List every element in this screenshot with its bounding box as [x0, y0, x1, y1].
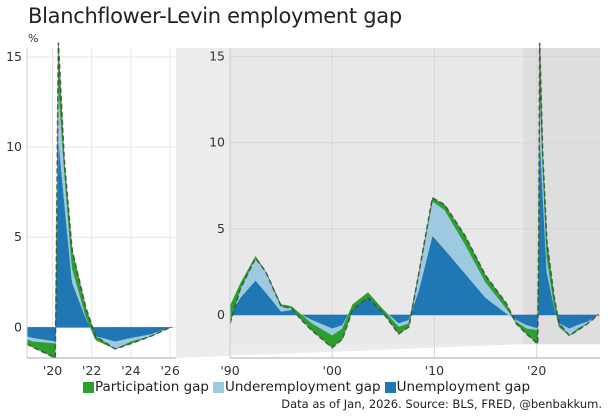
zoom-x-tick-label: '26 [160, 363, 179, 378]
full-y-tick-label: 15 [209, 49, 225, 64]
full-x-tick-label: '00 [323, 363, 342, 378]
zoom-y-tick-label: 5 [14, 229, 22, 244]
legend-label: Participation gap [95, 379, 209, 395]
zoom-x-tick-label: '24 [121, 363, 140, 378]
full-panel: 0 5 10 15 '90 '00 '10 '20 [209, 42, 600, 378]
highlight-region [523, 48, 600, 345]
full-x-tick-label: '90 [220, 363, 239, 378]
full-x-tick-label: '20 [527, 363, 546, 378]
legend-item-unemployment: Unemployment gap [384, 379, 531, 395]
source-footnote: Data as of Jan, 2026. Source: BLS, FRED,… [281, 397, 602, 411]
legend-swatch [83, 381, 94, 393]
zoom-x-tick-label: '20 [43, 363, 62, 378]
y-axis-unit: % [28, 32, 39, 45]
legend: Participation gap Underemployment gap Un… [83, 379, 530, 395]
zoom-y-tick-label: 0 [14, 319, 22, 334]
chart-title: Blanchflower-Levin employment gap [28, 4, 402, 28]
full-y-tick-label: 0 [217, 307, 225, 322]
zoom-y-tick-label: 10 [6, 139, 22, 154]
full-y-tick-label: 10 [209, 135, 225, 150]
legend-swatch [384, 381, 396, 393]
zoom-y-tick-label: 15 [6, 49, 22, 64]
legend-label: Underemployment gap [224, 379, 381, 395]
zoom-panel-background [27, 48, 176, 358]
full-x-tick-label: '10 [425, 363, 444, 378]
full-total-gap-line [229, 42, 599, 349]
zoom-total-gap-line [26, 42, 173, 360]
zoom-x-tick-label: '22 [82, 363, 101, 378]
full-y-tick-label: 5 [217, 221, 225, 236]
legend-item-underemployment: Underemployment gap [212, 379, 381, 395]
legend-label: Unemployment gap [396, 379, 531, 395]
legend-swatch [212, 381, 224, 393]
zoom-panel: 0 5 10 15 '20 '22 '24 '26 [6, 42, 180, 378]
legend-item-participation: Participation gap [83, 379, 209, 395]
